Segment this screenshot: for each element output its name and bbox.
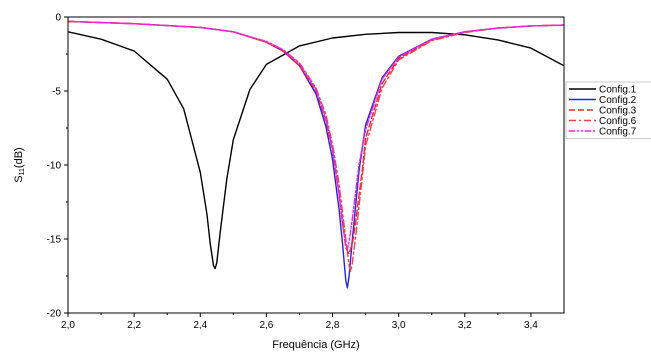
legend-label: Config.2 [599,95,637,106]
legend-label: Config.7 [599,127,637,138]
series-line-config-1 [68,31,564,270]
legend-label: Config.1 [599,85,637,96]
y-tick-label: -10 [47,161,62,172]
x-tick-label: 2,2 [127,320,141,331]
y-axis-title-main: S [13,175,25,182]
y-axis-title-unit: (dB) [13,147,25,168]
y-axis-title-subscript: 11 [19,168,26,175]
y-axis-title: S11(dB) [13,147,26,182]
legend-label: Config.3 [599,106,637,117]
y-tick-label: -15 [47,235,62,246]
series-line-config-6 [68,20,564,273]
plot-area-frame [67,16,565,314]
x-tick-label: 2,0 [61,320,75,331]
y-tick-label: -20 [47,309,62,320]
x-tick-label: 3,2 [458,320,472,331]
y-axis: 0 -5 -10 -15 -20 [47,13,68,320]
x-axis: 2,0 2,2 2,4 2,6 2,8 3,0 3,2 3,4 [61,313,538,331]
x-tick-label: 2,6 [259,320,273,331]
x-tick-label: 3,4 [524,320,538,331]
series-line-config-7 [68,20,564,251]
series-line-config-3 [68,20,564,255]
series-layer [68,20,564,289]
x-axis-title: Frequência (GHz) [272,339,359,351]
x-tick-label: 2,8 [326,320,340,331]
legend-label: Config.6 [599,116,637,127]
y-tick-label: 0 [55,13,61,24]
y-tick-label: -5 [52,87,61,98]
x-tick-label: 2,4 [193,320,207,331]
series-line-config-2 [68,20,564,289]
x-tick-label: 3,0 [392,320,406,331]
